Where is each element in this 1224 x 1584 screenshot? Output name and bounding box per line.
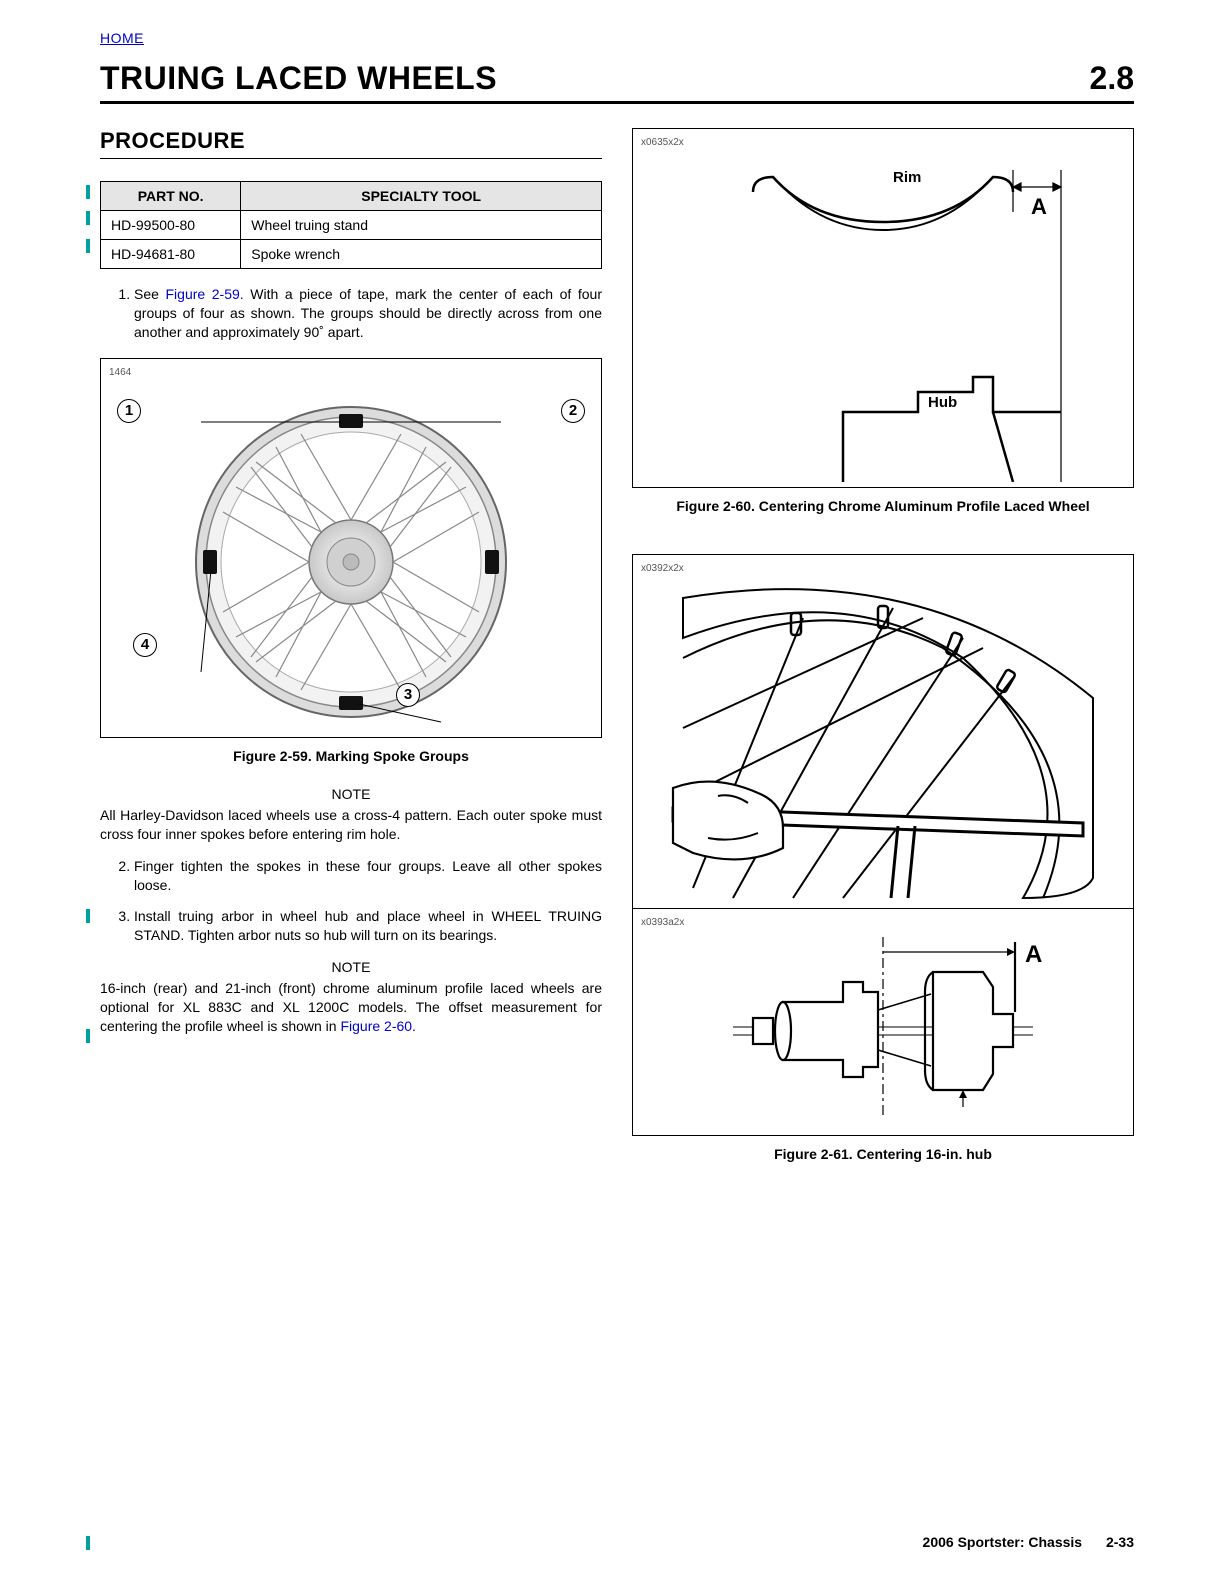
rim-label: Rim	[893, 169, 921, 186]
step-1: See Figure 2-59. With a piece of tape, m…	[134, 285, 602, 342]
section-number: 2.8	[1090, 60, 1134, 97]
rim-hub-diagram: Rim A Hub	[641, 152, 1125, 482]
table-row: HD-94681-80 Spoke wrench	[101, 240, 602, 269]
note-2: 16-inch (rear) and 21-inch (front) chrom…	[100, 979, 602, 1036]
figure-59-caption: Figure 2-59. Marking Spoke Groups	[100, 748, 602, 764]
figure-reference-link[interactable]: Figure 2-60.	[340, 1018, 415, 1034]
figure-id: x0635x2x	[641, 137, 1125, 148]
callout-2: 2	[561, 399, 585, 423]
revision-bar-icon	[86, 1536, 90, 1550]
table-header: SPECIALTY TOOL	[241, 182, 602, 211]
hub-label: Hub	[928, 394, 957, 411]
page-title: TRUING LACED WHEELS	[100, 60, 497, 97]
callout-3: 3	[396, 683, 420, 707]
callout-4: 4	[133, 633, 157, 657]
figure-61-box: x0392x2x	[632, 554, 1134, 1136]
procedure-heading: PROCEDURE	[100, 128, 602, 159]
step-3: Install truing arbor in wheel hub and pl…	[134, 907, 602, 945]
page-title-row: TRUING LACED WHEELS 2.8	[100, 60, 1134, 104]
left-column: PROCEDURE PART NO. SPECIALTY TOOL HD-995…	[100, 128, 602, 1184]
figure-60-box: x0635x2x Rim A	[632, 128, 1134, 488]
figure-id: x0393a2x	[641, 917, 1125, 928]
revision-bar-icon	[86, 1029, 90, 1043]
home-link[interactable]: HOME	[100, 30, 144, 46]
right-column: x0635x2x Rim A	[632, 128, 1134, 1184]
figure-60-caption: Figure 2-60. Centering Chrome Aluminum P…	[632, 498, 1134, 514]
footer-book: 2006 Sportster: Chassis	[923, 1534, 1083, 1550]
revision-bar-icon	[86, 239, 90, 253]
table-row: HD-99500-80 Wheel truing stand	[101, 211, 602, 240]
hub-centering-diagram: A	[641, 932, 1125, 1122]
figure-id: x0392x2x	[641, 563, 1125, 574]
procedure-list-cont: Finger tighten the spokes in these four …	[100, 857, 602, 945]
page-footer: 2006 Sportster: Chassis 2-33	[923, 1534, 1134, 1550]
table-header: PART NO.	[101, 182, 241, 211]
step-2: Finger tighten the spokes in these four …	[134, 857, 602, 895]
footer-page: 2-33	[1106, 1534, 1134, 1550]
dimension-a-label: A	[1031, 194, 1047, 219]
callout-1: 1	[117, 399, 141, 423]
figure-61-caption: Figure 2-61. Centering 16-in. hub	[632, 1146, 1134, 1162]
figure-id: 1464	[109, 367, 593, 378]
procedure-list: See Figure 2-59. With a piece of tape, m…	[100, 285, 602, 342]
specialty-tool-table: PART NO. SPECIALTY TOOL HD-99500-80 Whee…	[100, 181, 602, 269]
revision-bar-icon	[86, 909, 90, 923]
revision-bar-icon	[86, 211, 90, 225]
dimension-a-label: A	[1025, 941, 1042, 968]
figure-reference-link[interactable]: Figure 2-59.	[166, 286, 244, 302]
note-1: All Harley-Davidson laced wheels use a c…	[100, 806, 602, 844]
figure-59-box: 1464	[100, 358, 602, 738]
wheel-illustration	[109, 382, 593, 732]
spoke-wrench-illustration	[633, 578, 1133, 908]
note-label: NOTE	[100, 959, 602, 975]
revision-bar-icon	[86, 185, 90, 199]
note-label: NOTE	[100, 786, 602, 802]
